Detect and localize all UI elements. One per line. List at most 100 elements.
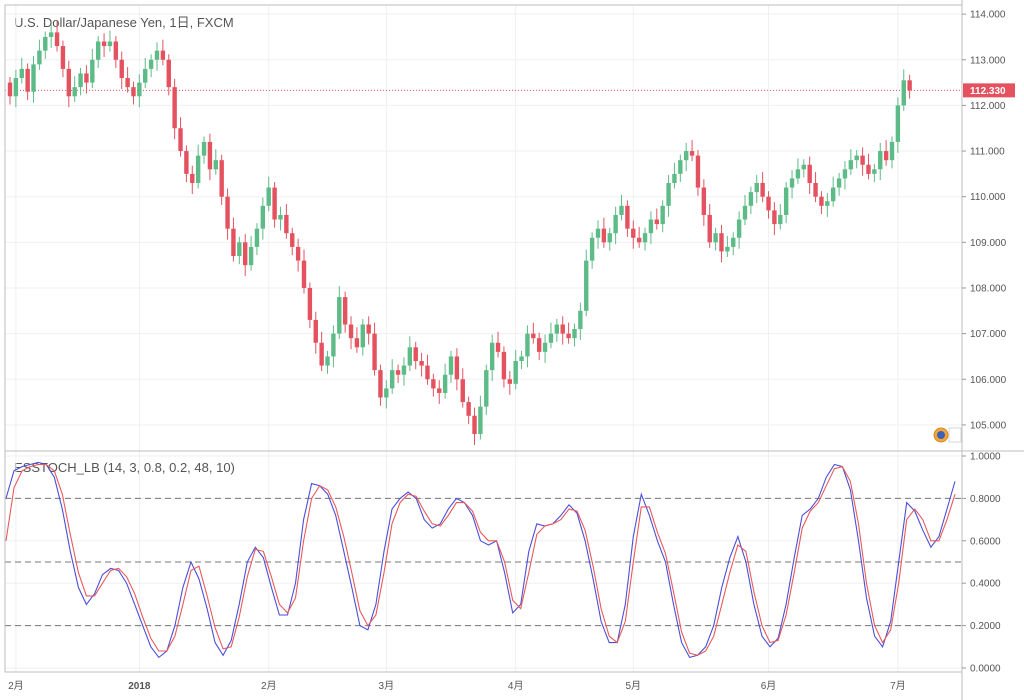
candle: [725, 235, 730, 257]
candle: [37, 39, 42, 70]
candle: [707, 203, 712, 248]
candle: [25, 63, 30, 100]
candle: [836, 172, 842, 196]
indicator-series: [5, 461, 956, 659]
candle: [342, 291, 348, 333]
candle: [284, 203, 289, 239]
candle: [807, 156, 812, 194]
candle: [72, 76, 77, 102]
candle: [190, 165, 195, 194]
candle: [701, 179, 707, 226]
grid-lines: [5, 5, 962, 672]
indicator-tick-label: 0.6000: [970, 536, 1001, 547]
candle: [201, 136, 207, 164]
candle: [560, 316, 565, 345]
indicator-line-blue: [5, 461, 956, 659]
currency-flag-icon: [933, 427, 962, 443]
candle: [554, 319, 560, 342]
candle: [84, 65, 89, 94]
candle: [248, 235, 254, 271]
candle: [660, 200, 665, 233]
candle: [290, 227, 295, 256]
candle: [695, 150, 701, 196]
price-axis[interactable]: 105.000 106.000 107.000 108.000 109.000 110.0…: [962, 10, 1007, 432]
candle: [413, 341, 418, 370]
candle: [360, 319, 365, 356]
candle: [648, 211, 654, 245]
candle: [825, 193, 830, 217]
time-axis[interactable]: 2月 2018 2月 3月 4月 5月 6月 7月: [8, 680, 906, 692]
candle: [378, 364, 383, 406]
price-tick-label: 113.000: [970, 55, 1006, 66]
candle: [819, 191, 824, 215]
candle: [848, 149, 854, 175]
candle: [425, 354, 430, 385]
candle: [354, 327, 360, 353]
candle: [131, 81, 136, 105]
candle: [454, 348, 460, 391]
candle: [19, 57, 24, 84]
candle: [78, 67, 83, 96]
candle: [625, 200, 630, 237]
candle: [31, 56, 36, 103]
indicator-axis[interactable]: 0.0000 0.2000 0.4000 0.6000 0.8000 1.0000: [962, 452, 1001, 675]
candle: [90, 48, 95, 89]
candle: [154, 42, 160, 71]
candle: [348, 316, 354, 350]
candle: [484, 364, 489, 415]
candle: [901, 69, 906, 111]
candle: [295, 238, 301, 272]
candle: [595, 220, 601, 249]
candle: [889, 136, 895, 169]
candle: [419, 352, 424, 377]
candle: [672, 162, 677, 189]
candle: [178, 117, 183, 157]
candle: [572, 323, 577, 347]
candle: [613, 206, 618, 245]
candle: [878, 142, 883, 181]
candle: [478, 395, 483, 440]
indicator-line-red: [5, 463, 956, 656]
candle: [795, 158, 801, 184]
candle: [13, 69, 19, 108]
price-tick-label: 111.000: [970, 147, 1005, 158]
candle: [466, 396, 471, 424]
candle: [319, 331, 324, 372]
candle: [501, 346, 507, 388]
main-chart-title: U.S. Dollar/Japanese Yen, 1日, FXCM: [14, 15, 234, 30]
candlestick-series: [7, 21, 912, 445]
candle: [584, 249, 589, 317]
price-tick-label: 109.000: [970, 238, 1007, 249]
time-tick-label: 2018: [128, 681, 151, 692]
candle: [578, 302, 583, 341]
candle: [772, 202, 777, 236]
price-tick-label: 110.000: [970, 192, 1006, 203]
candle: [495, 331, 501, 358]
candle: [54, 21, 60, 52]
candle: [736, 211, 742, 249]
candle: [713, 227, 718, 251]
candle: [866, 153, 871, 180]
candle: [431, 373, 436, 397]
price-tick-label: 108.000: [970, 283, 1007, 294]
candle: [789, 170, 795, 199]
candle: [48, 24, 54, 48]
candle: [313, 311, 318, 354]
candle: [219, 154, 224, 205]
candle: [148, 54, 154, 78]
candle: [801, 159, 806, 178]
indicator-tick-label: 1.0000: [970, 452, 1001, 463]
price-tick-label: 112.000: [970, 101, 1006, 112]
candle: [631, 220, 636, 249]
time-tick-label: 7月: [890, 680, 906, 692]
candle: [531, 322, 536, 344]
time-tick-label: 3月: [379, 680, 395, 692]
candle: [589, 232, 595, 269]
candle: [260, 197, 266, 240]
candle: [472, 407, 477, 445]
candle: [872, 163, 877, 183]
indicator-levels: [5, 89, 962, 627]
candle: [301, 249, 307, 294]
candle: [213, 149, 218, 175]
